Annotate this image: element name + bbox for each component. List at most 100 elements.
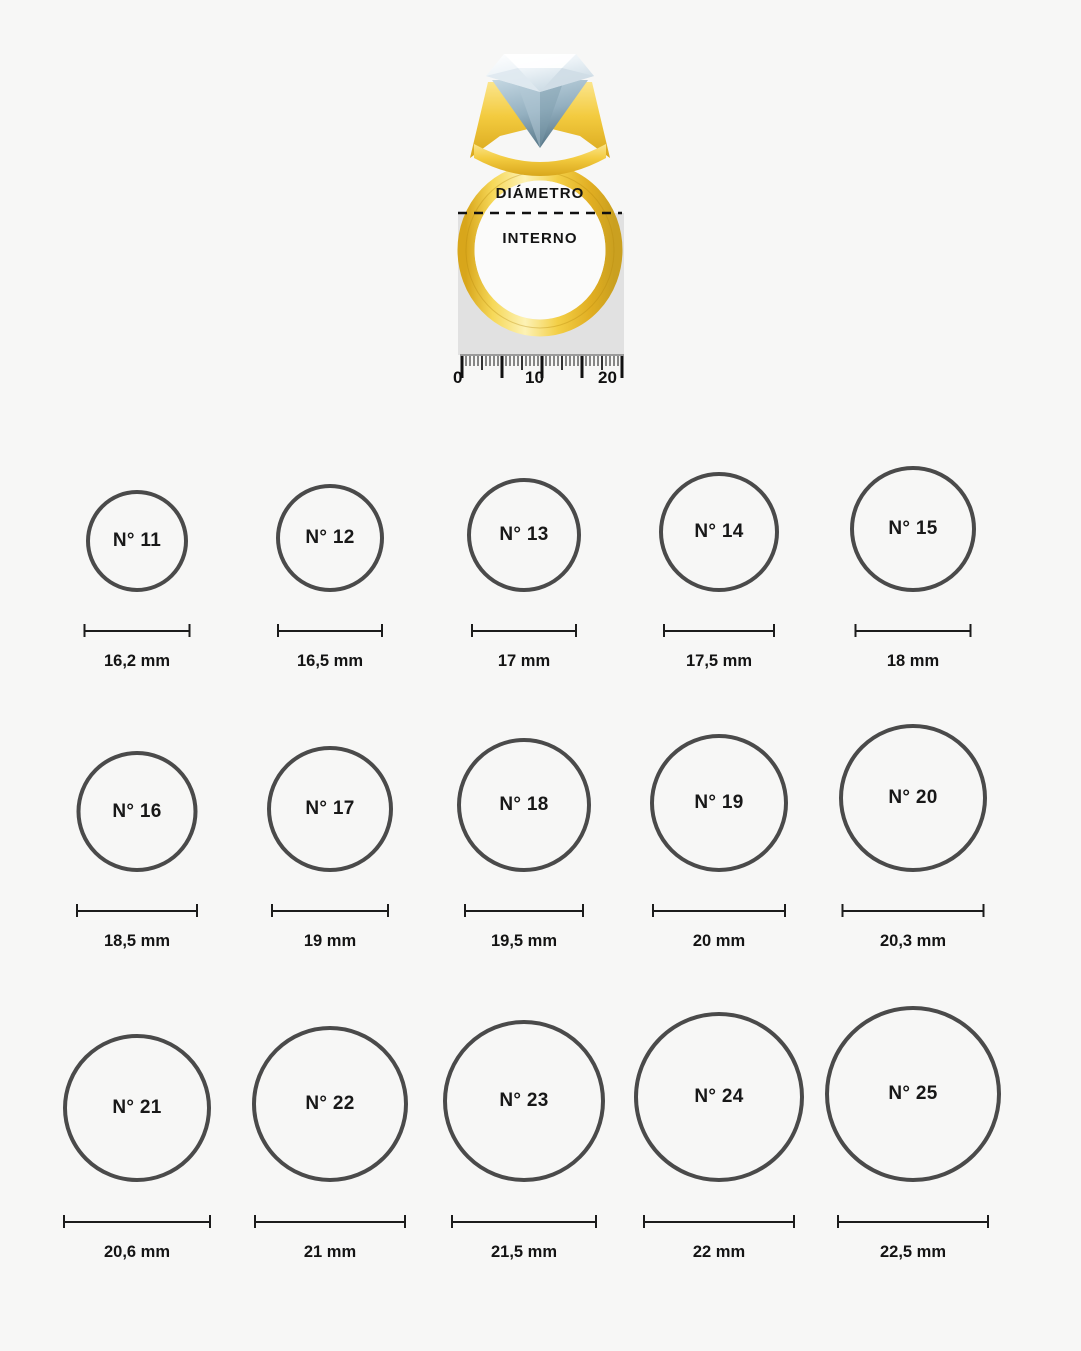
size-row: N° 11 16,2 mm N° 12 16,5 mm N° 13 17 mm N° 14 1… [0, 440, 1081, 720]
dimension-bar-line [663, 630, 775, 632]
dimension-bar-cap [188, 624, 191, 637]
diameter-mm-label: 21 mm [303, 1243, 357, 1261]
dimension-bar-cap [196, 904, 198, 917]
ring-circle-area: N° 14 [622, 440, 816, 592]
ring-size-number: N° 14 [694, 521, 744, 542]
ring-size-circle[interactable]: N° 22 [252, 1026, 408, 1182]
ring-size-cell[interactable]: N° 17 19 mm [233, 720, 427, 950]
ring-size-circle[interactable]: N° 11 [86, 490, 188, 592]
ruler [460, 354, 624, 378]
dimension-bar-cap [837, 1215, 839, 1228]
ring-size-circle[interactable]: N° 17 [267, 746, 393, 872]
dimension-bar-cap [582, 904, 584, 917]
ring-size-circle[interactable]: N° 20 [839, 724, 987, 872]
ring-size-cell[interactable]: N° 11 16,2 mm [40, 440, 234, 670]
ring-graphic [457, 54, 624, 378]
dimension-bar-cap [404, 1215, 406, 1228]
ring-size-number: N° 19 [694, 792, 744, 813]
dimension-bar [451, 1215, 597, 1228]
diameter-mm-label: 21,5 mm [490, 1243, 558, 1261]
dimension-bar-cap [451, 1215, 453, 1228]
ring-size-circle[interactable]: N° 16 [76, 751, 198, 872]
dimension-bar [63, 1215, 211, 1228]
diameter-mm-label: 18,5 mm [103, 932, 171, 950]
dimension-bar-line [451, 1221, 597, 1223]
dimension-bar-cap [854, 624, 857, 637]
dimension-bar-line [643, 1221, 795, 1223]
ring-size-cell[interactable]: N° 20 20,3 mm [816, 720, 1010, 950]
diameter-mm-label: 22,5 mm [879, 1243, 947, 1261]
ring-size-circle[interactable]: N° 18 [457, 738, 591, 872]
dimension-bar-line [83, 630, 191, 632]
ring-circle-area: N° 25 [816, 1000, 1010, 1182]
dimension-bar [254, 1215, 406, 1228]
dimension-bar-line [277, 630, 383, 632]
dimension-bar [841, 904, 985, 917]
ring-size-cell[interactable]: N° 15 18 mm [816, 440, 1010, 670]
ring-size-number: N° 11 [112, 530, 162, 551]
dimension-bar-line [271, 910, 389, 912]
dimension-bar-cap [987, 1215, 989, 1228]
ring-size-cell[interactable]: N° 14 17,5 mm [622, 440, 816, 670]
diameter-mm-label: 16,2 mm [103, 652, 171, 670]
dimension-bar-cap [381, 624, 383, 637]
dimension-bar-line [254, 1221, 406, 1223]
ring-size-cell[interactable]: N° 12 16,5 mm [233, 440, 427, 670]
dimension-bar [277, 624, 383, 637]
dimension-bar [471, 624, 577, 637]
dimension-bar-cap [575, 624, 577, 637]
ring-arch [474, 144, 606, 176]
ring-illustration: DIÁMETRO INTERNO 0 10 20 [430, 40, 650, 400]
ring-size-circle[interactable]: N° 14 [659, 472, 779, 592]
ring-size-circle[interactable]: N° 15 [850, 466, 976, 592]
ring-size-cell[interactable]: N° 24 22 mm [622, 1000, 816, 1261]
size-row: N° 16 18,5 mm N° 17 19 mm N° 18 19,5 mm N° 19 2… [0, 720, 1081, 1000]
ring-circle-area: N° 15 [816, 440, 1010, 592]
dimension-bar [643, 1215, 795, 1228]
dimension-bar [652, 904, 786, 917]
ring-size-cell[interactable]: N° 21 20,6 mm [40, 1000, 234, 1261]
ring-size-circle[interactable]: N° 24 [634, 1012, 804, 1182]
ruler-tick-label-20: 20 [598, 368, 617, 387]
diameter-mm-label: 20,3 mm [879, 932, 947, 950]
ring-circle-area: N° 16 [40, 720, 234, 872]
ring-circle-area: N° 13 [427, 440, 621, 592]
dimension-bar [271, 904, 389, 917]
ring-size-circle[interactable]: N° 19 [650, 734, 788, 872]
dimension-bar-cap [969, 624, 972, 637]
ring-size-circle[interactable]: N° 25 [825, 1006, 1001, 1182]
ring-size-cell[interactable]: N° 23 21,5 mm [427, 1000, 621, 1261]
diameter-mm-label: 20,6 mm [103, 1243, 171, 1261]
size-row: N° 21 20,6 mm N° 22 21 mm N° 23 21,5 mm N° 24 2… [0, 1000, 1081, 1310]
ring-size-cell[interactable]: N° 18 19,5 mm [427, 720, 621, 950]
ring-circle-area: N° 19 [622, 720, 816, 872]
ring-size-circle[interactable]: N° 23 [443, 1020, 605, 1182]
ring-size-circle[interactable]: N° 13 [467, 478, 581, 592]
ring-size-cell[interactable]: N° 19 20 mm [622, 720, 816, 950]
ring-size-cell[interactable]: N° 13 17 mm [427, 440, 621, 670]
dimension-bar-line [841, 910, 985, 912]
dimension-bar-cap [63, 1215, 65, 1228]
dimension-bar [76, 904, 198, 917]
ring-circle-area: N° 22 [233, 1000, 427, 1182]
ring-size-cell[interactable]: N° 25 22,5 mm [816, 1000, 1010, 1261]
ring-diagram-section: DIÁMETRO INTERNO 0 10 20 [0, 0, 1081, 440]
ring-circle-area: N° 17 [233, 720, 427, 872]
ruler-tick-label-0: 0 [453, 368, 463, 387]
ring-size-number: N° 24 [694, 1086, 744, 1107]
ring-size-circle[interactable]: N° 21 [63, 1034, 211, 1182]
ring-size-grid: N° 11 16,2 mm N° 12 16,5 mm N° 13 17 mm N° 14 1… [0, 440, 1081, 1351]
diameter-mm-label: 18 mm [886, 652, 940, 670]
diameter-mm-label: 20 mm [692, 932, 746, 950]
ring-size-circle[interactable]: N° 12 [276, 484, 384, 592]
dimension-bar-line [854, 630, 972, 632]
dimension-bar-cap [76, 904, 78, 917]
ring-size-cell[interactable]: N° 22 21 mm [233, 1000, 427, 1261]
ring-circle-area: N° 21 [40, 1000, 234, 1182]
dimension-bar-line [652, 910, 786, 912]
dimension-bar-line [837, 1221, 989, 1223]
ring-size-number: N° 21 [112, 1097, 162, 1118]
ring-size-cell[interactable]: N° 16 18,5 mm [40, 720, 234, 950]
dimension-bar-line [76, 910, 198, 912]
dimension-bar-cap [254, 1215, 256, 1228]
